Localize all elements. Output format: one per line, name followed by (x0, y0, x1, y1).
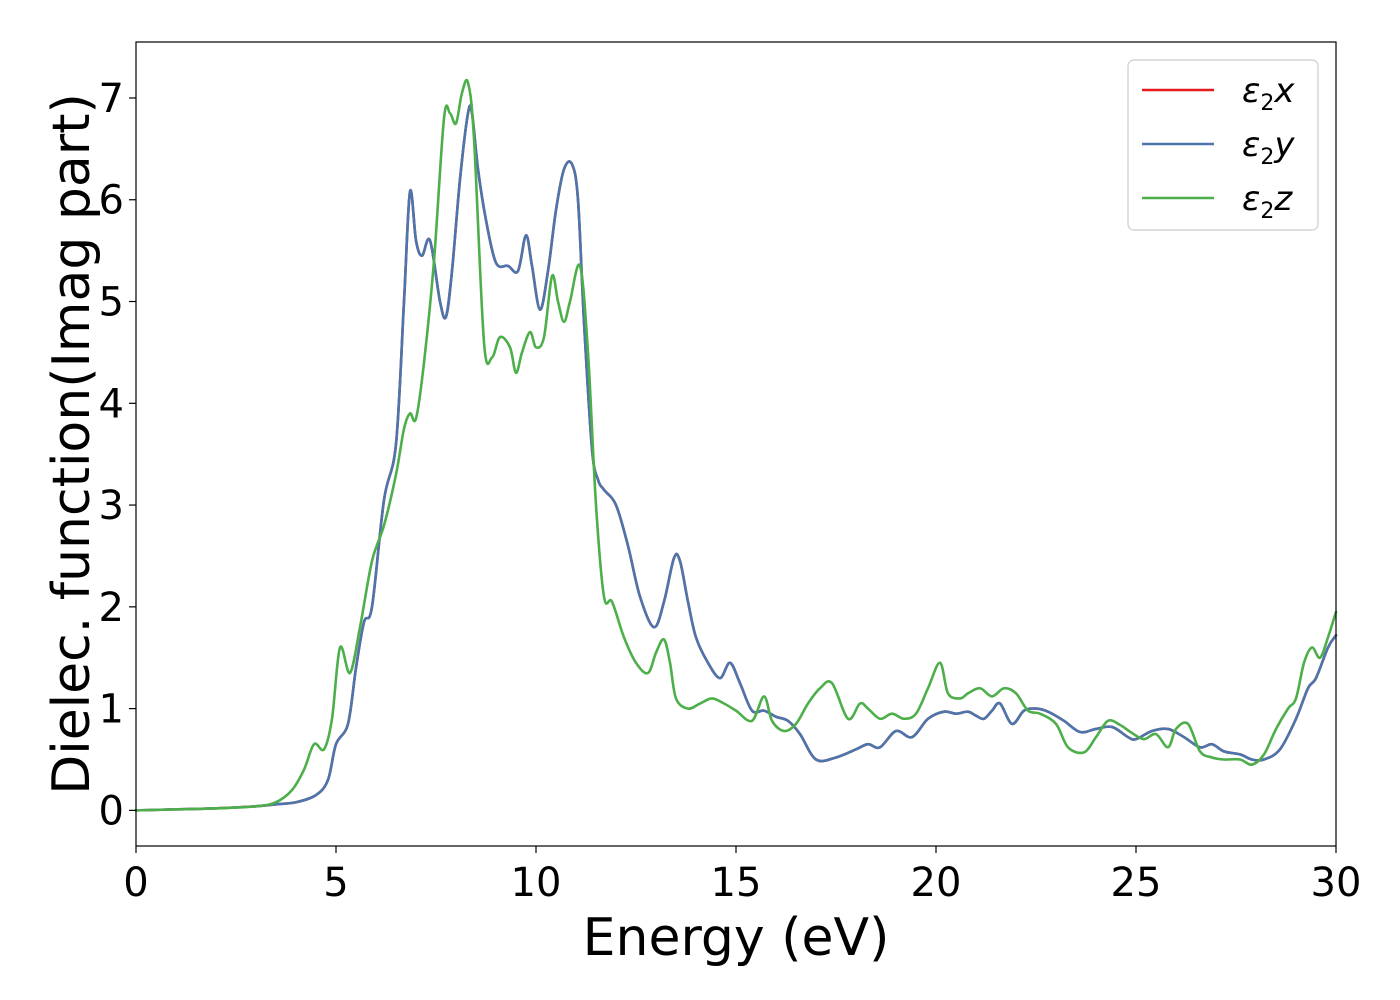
y-tick-label: 0 (99, 788, 124, 834)
legend-label-x: ε2x (1242, 71, 1295, 116)
x-tick-label: 15 (711, 860, 762, 906)
y-tick-label: 4 (99, 381, 124, 427)
x-axis-title: Energy (eV) (583, 908, 890, 968)
y-tick-label: 7 (99, 76, 124, 122)
series-line-z (134, 78, 1338, 812)
legend-label-y: ε2y (1242, 125, 1295, 170)
y-tick-label: 5 (99, 280, 124, 326)
legend-label-z: ε2z (1242, 179, 1293, 224)
y-tick-label: 6 (99, 178, 124, 224)
y-tick-label: 3 (99, 483, 124, 529)
legend: ε2x ε2y ε2z (1127, 59, 1319, 231)
y-axis-ticks: 0 1 2 3 4 5 6 7 (99, 76, 136, 834)
x-tick-label: 25 (1111, 860, 1162, 906)
x-axis-ticks: 0 5 10 15 20 25 30 (123, 846, 1361, 906)
x-tick-label: 10 (511, 860, 562, 906)
y-tick-label: 2 (99, 585, 124, 631)
series-layer (134, 78, 1338, 812)
x-tick-label: 0 (123, 860, 148, 906)
series-line-y (134, 104, 1338, 812)
y-axis-title: Dielec. function(Imag part) (42, 93, 102, 795)
legend-box (1127, 59, 1319, 231)
y-tick-label: 1 (99, 687, 124, 733)
x-tick-label: 20 (911, 860, 962, 906)
x-tick-label: 30 (1311, 860, 1362, 906)
x-tick-label: 5 (323, 860, 348, 906)
